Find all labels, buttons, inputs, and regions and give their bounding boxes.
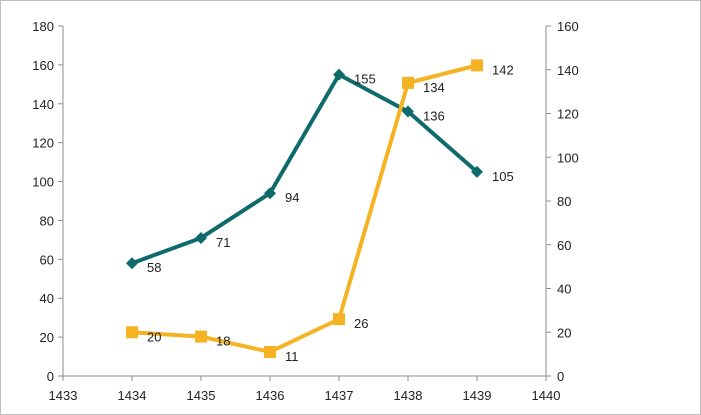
y-right-tick-label: 40 xyxy=(557,282,571,297)
x-tick-label: 1435 xyxy=(187,388,216,403)
y-left-tick-label: 160 xyxy=(32,58,54,73)
series-0-data-label: 155 xyxy=(354,72,376,87)
x-tick-label: 1439 xyxy=(463,388,492,403)
series-0-data-label: 94 xyxy=(285,190,299,205)
data-labels-layer: 58 71 94 155 136 105 20 18 11 26 134 142 xyxy=(147,62,514,364)
x-tick-label: 1436 xyxy=(256,388,285,403)
y-left-tick-label: 100 xyxy=(32,175,54,190)
series-lines-layer xyxy=(131,63,479,354)
series-1-point xyxy=(126,326,138,339)
y-left-tick-label: 60 xyxy=(40,252,54,267)
series-1-point xyxy=(402,76,414,89)
y-left-tick-label: 120 xyxy=(32,136,54,151)
series-1-data-label: 142 xyxy=(492,62,514,77)
y-right-tick-label: 140 xyxy=(557,63,579,78)
x-tick-label: 1440 xyxy=(532,388,561,403)
series-0-point xyxy=(402,105,414,118)
y-right-tick-label: 0 xyxy=(557,369,564,384)
y-right-tick-label: 20 xyxy=(557,325,571,340)
y-left-tick-label: 80 xyxy=(40,213,54,228)
y-left-tick-label: 180 xyxy=(32,19,54,34)
y-right-tick-label: 160 xyxy=(557,19,579,34)
y-right-tick-label: 120 xyxy=(557,107,579,122)
series-0-point xyxy=(471,165,483,178)
series-1-data-label: 11 xyxy=(285,349,299,364)
x-tick-label: 1434 xyxy=(118,388,147,403)
series-1-data-label: 134 xyxy=(423,80,445,95)
y-left-tick-label: 140 xyxy=(32,97,54,112)
series-0-data-label: 136 xyxy=(423,109,445,124)
series-0-point xyxy=(195,231,207,244)
axes-layer: 1433 1434 1435 1436 1437 1438 1439 1440 0 20 40 60 8… xyxy=(32,19,578,403)
series-0-point xyxy=(333,68,345,81)
series-0-point xyxy=(126,257,138,270)
y-left-tick-label: 40 xyxy=(40,291,54,306)
y-right-tick-label: 80 xyxy=(557,194,571,209)
series-1-point xyxy=(333,313,345,326)
x-tick-label: 1437 xyxy=(325,388,354,403)
series-0-line xyxy=(131,72,479,266)
series-1-line xyxy=(131,63,478,354)
y-left-tick-label: 0 xyxy=(47,369,54,384)
series-0-point xyxy=(264,187,276,200)
y-right-tick-label: 60 xyxy=(557,238,571,253)
x-tick-label: 1438 xyxy=(394,388,423,403)
series-1-data-label: 18 xyxy=(216,334,230,349)
series-1-data-label: 26 xyxy=(354,316,368,331)
markers-layer xyxy=(126,59,483,358)
series-1-point xyxy=(264,345,276,358)
x-tick-label: 1433 xyxy=(49,388,78,403)
series-1-point xyxy=(195,330,207,343)
series-0-data-label: 58 xyxy=(147,260,161,275)
y-right-tick-label: 100 xyxy=(557,150,579,165)
series-1-data-label: 20 xyxy=(147,329,161,344)
y-left-tick-label: 20 xyxy=(40,330,54,345)
series-0-data-label: 71 xyxy=(216,235,230,250)
series-0-data-label: 105 xyxy=(492,169,514,184)
series-1-point xyxy=(471,59,483,72)
